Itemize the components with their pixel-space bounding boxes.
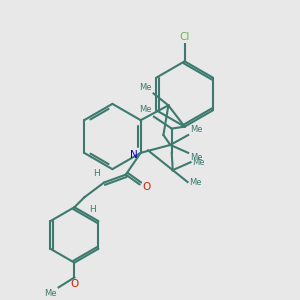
Text: Me: Me [139,82,152,91]
Text: Me: Me [193,158,205,167]
Text: Me: Me [190,178,202,187]
Text: Me: Me [190,153,202,162]
Text: O: O [70,280,79,290]
Text: Me: Me [140,105,152,114]
Text: O: O [143,182,151,193]
Text: Cl: Cl [179,32,190,41]
Text: N: N [130,150,138,160]
Text: H: H [89,205,96,214]
Text: Me: Me [44,290,57,298]
Text: H: H [93,169,100,178]
Text: Me: Me [190,125,202,134]
